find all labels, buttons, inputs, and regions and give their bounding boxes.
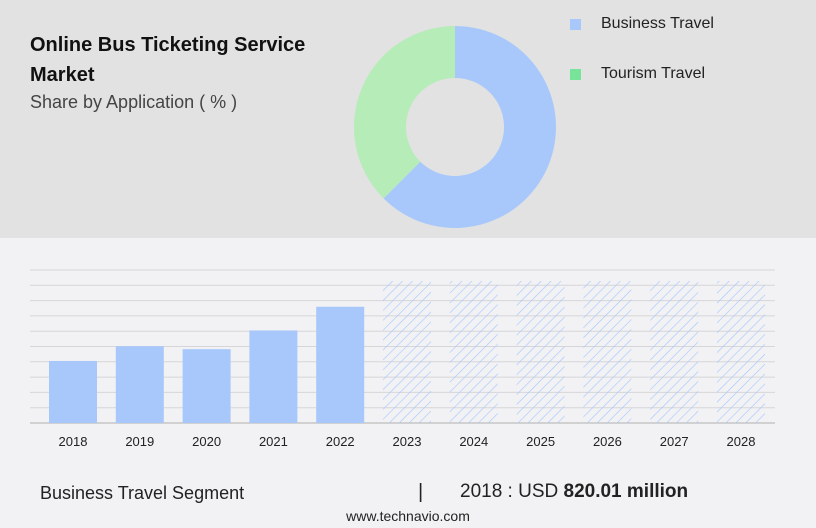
forecast-bar-2024 (449, 281, 498, 423)
x-tick-label: 2019 (125, 434, 154, 449)
site-url: www.technavio.com (346, 508, 470, 524)
x-tick-label: 2027 (660, 434, 689, 449)
value-amount: 820.01 million (563, 481, 689, 502)
donut-slice-tourism-travel (353, 26, 455, 199)
legend-label: Tourism Travel (601, 65, 706, 82)
legend-label: Business Travel (601, 15, 714, 32)
x-tick-label: 2028 (727, 434, 756, 449)
forecast-bar-2023 (383, 281, 431, 423)
donut-slice-business-travel (383, 26, 556, 228)
forecast-bar-2026 (583, 281, 632, 423)
x-tick-label: 2026 (593, 434, 622, 449)
legend-swatch (570, 68, 581, 80)
bar-2019 (115, 346, 164, 423)
bar-2020 (182, 349, 231, 423)
bar-2022 (316, 306, 365, 423)
x-tick-label: 2025 (526, 434, 555, 449)
bar-2018 (49, 360, 97, 423)
value-prefix: 2018 : USD (460, 481, 559, 502)
legend-tourism: Tourism Travel (570, 65, 705, 83)
segment-value: 2018 : USD 820.01 million (460, 481, 688, 503)
x-tick-label: 2021 (259, 434, 288, 449)
chart-title: Online Bus Ticketing Service Market (30, 34, 306, 86)
segment-label: Business Travel Segment (40, 483, 245, 503)
legend-business: Business Travel (570, 15, 714, 33)
bar-2021 (249, 330, 298, 423)
x-tick-label: 2022 (326, 434, 355, 449)
legend-swatch (570, 18, 581, 30)
x-tick-label: 2018 (59, 434, 88, 449)
separator: | (418, 481, 424, 503)
x-tick-label: 2024 (459, 434, 488, 449)
forecast-bar-2025 (516, 281, 565, 423)
forecast-bar-2028 (717, 281, 765, 423)
x-tick-label: 2023 (393, 434, 422, 449)
x-tick-label: 2020 (192, 434, 221, 449)
chart-subtitle: Share by Application ( % ) (30, 92, 238, 112)
forecast-bar-2027 (650, 281, 699, 423)
